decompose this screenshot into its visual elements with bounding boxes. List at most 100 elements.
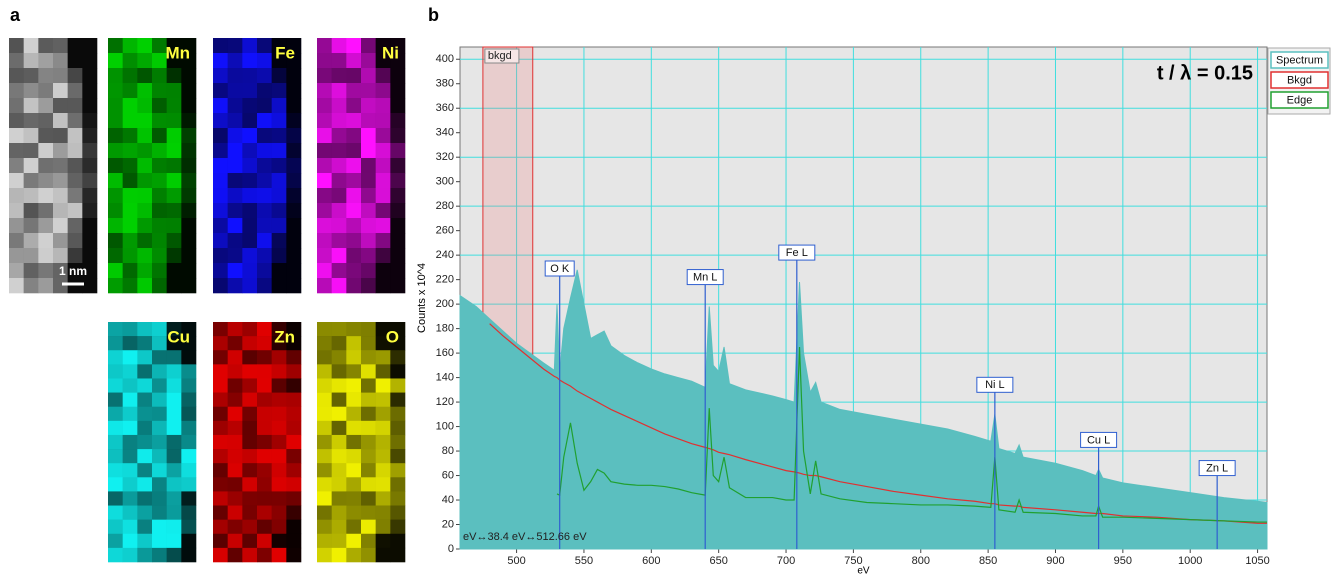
x-tick-label: 500 bbox=[507, 555, 525, 567]
window-label-box bbox=[484, 48, 520, 64]
map-pixel bbox=[317, 533, 332, 549]
map-pixel bbox=[317, 406, 332, 422]
map-pixel bbox=[375, 143, 391, 159]
x-tick-label: 600 bbox=[642, 555, 660, 567]
y-tick-label: 260 bbox=[436, 225, 454, 237]
map-pixel bbox=[331, 491, 347, 506]
map-pixel bbox=[375, 188, 391, 204]
map-pixel bbox=[390, 173, 406, 189]
map-pixel bbox=[271, 158, 287, 174]
map-pixel bbox=[271, 322, 287, 337]
map-pixel bbox=[122, 98, 138, 114]
map-pixel bbox=[390, 68, 406, 84]
map-pixel bbox=[53, 233, 68, 249]
map-pixel bbox=[361, 322, 376, 337]
map-pixel bbox=[166, 505, 182, 520]
map-pixel bbox=[331, 406, 347, 422]
x-tick-label: 750 bbox=[844, 555, 862, 567]
map-pixel bbox=[166, 113, 182, 129]
map-pixel bbox=[137, 128, 153, 144]
map-pixel bbox=[346, 68, 362, 84]
map-pixel bbox=[82, 83, 98, 99]
map-pixel bbox=[242, 505, 258, 520]
map-pixel bbox=[23, 248, 39, 264]
map-pixel bbox=[213, 248, 228, 264]
map-pixel bbox=[271, 477, 287, 492]
map-pixel bbox=[257, 350, 272, 365]
map-pixel bbox=[108, 173, 123, 189]
map-pixel bbox=[317, 350, 332, 365]
element-map bbox=[9, 38, 98, 294]
map-pixel bbox=[166, 364, 182, 379]
map-pixel bbox=[286, 336, 302, 351]
map-pixel bbox=[271, 38, 287, 54]
map-pixel bbox=[137, 278, 153, 294]
map-pixel bbox=[9, 128, 24, 144]
map-pixel bbox=[331, 336, 347, 351]
map-pixel bbox=[331, 533, 347, 549]
map-pixel bbox=[23, 38, 39, 54]
map-pixel bbox=[286, 53, 302, 69]
map-pixel bbox=[317, 53, 332, 69]
map-pixel bbox=[122, 53, 138, 69]
series-line bbox=[489, 323, 1267, 524]
map-pixel bbox=[242, 350, 258, 365]
map-pixel bbox=[108, 392, 123, 408]
map-pixel bbox=[375, 533, 391, 549]
map-pixel bbox=[181, 322, 197, 337]
map-pixel bbox=[242, 83, 258, 99]
map-pixel bbox=[82, 113, 98, 129]
map-pixel bbox=[227, 533, 243, 549]
map-pixel bbox=[242, 143, 258, 159]
map-pixel bbox=[331, 38, 347, 54]
map-pixel bbox=[166, 477, 182, 492]
map-pixel bbox=[122, 218, 138, 234]
map-pixel bbox=[23, 143, 39, 159]
map-pixel bbox=[122, 505, 138, 520]
map-pixel bbox=[361, 519, 376, 535]
map-label: Zn bbox=[274, 327, 295, 346]
map-pixel bbox=[137, 420, 153, 436]
map-pixel bbox=[23, 83, 39, 99]
map-pixel bbox=[122, 420, 138, 436]
map-pixel bbox=[213, 83, 228, 99]
map-pixel bbox=[271, 113, 287, 129]
map-pixel bbox=[23, 233, 39, 249]
map-pixel bbox=[152, 434, 167, 450]
map-pixel bbox=[390, 98, 406, 114]
map-pixel bbox=[23, 188, 39, 204]
map-pixel bbox=[166, 392, 182, 408]
map-pixel bbox=[286, 547, 302, 563]
map-pixel bbox=[181, 491, 197, 506]
map-pixel bbox=[286, 173, 302, 189]
map-pixel bbox=[67, 158, 83, 174]
map-pixel bbox=[227, 53, 243, 69]
map-label: O bbox=[386, 327, 399, 346]
map-pixel bbox=[137, 505, 153, 520]
map-pixel bbox=[108, 420, 123, 436]
map-pixel bbox=[257, 378, 272, 393]
map-pixel bbox=[331, 128, 347, 144]
map-pixel bbox=[286, 218, 302, 234]
map-pixel bbox=[9, 263, 24, 279]
map-pixel bbox=[122, 491, 138, 506]
map-pixel bbox=[38, 233, 54, 249]
map-pixel bbox=[67, 233, 83, 249]
map-pixel bbox=[375, 263, 391, 279]
map-pixel bbox=[375, 449, 391, 464]
map-pixel bbox=[227, 350, 243, 365]
map-pixel bbox=[361, 378, 376, 393]
map-pixel bbox=[286, 477, 302, 492]
map-pixel bbox=[346, 491, 362, 506]
map-pixel bbox=[137, 463, 153, 478]
map-pixel bbox=[317, 434, 332, 450]
map-pixel bbox=[286, 406, 302, 422]
map-pixel bbox=[38, 158, 54, 174]
map-pixel bbox=[108, 533, 123, 549]
map-pixel bbox=[213, 68, 228, 84]
map-pixel bbox=[53, 248, 68, 264]
map-pixel bbox=[137, 143, 153, 159]
map-pixel bbox=[361, 463, 376, 478]
map-pixel bbox=[331, 188, 347, 204]
map-pixel bbox=[346, 113, 362, 129]
